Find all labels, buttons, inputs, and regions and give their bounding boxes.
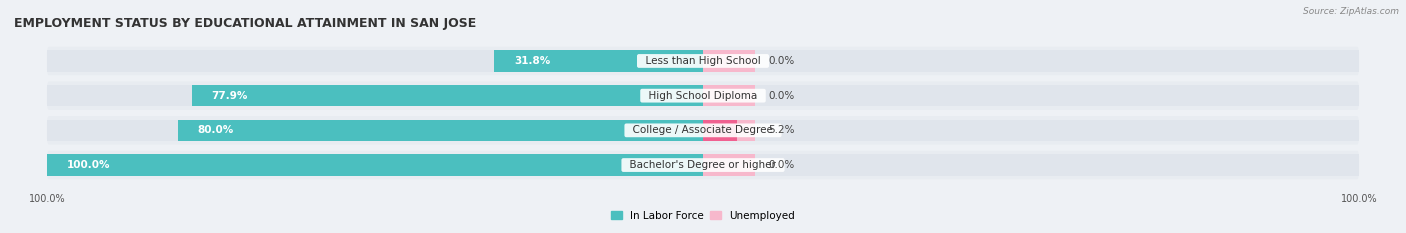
Bar xyxy=(46,85,703,106)
Bar xyxy=(703,120,755,141)
Bar xyxy=(703,154,755,176)
Text: 31.8%: 31.8% xyxy=(515,56,550,66)
FancyBboxPatch shape xyxy=(46,47,1360,75)
Legend: In Labor Force, Unemployed: In Labor Force, Unemployed xyxy=(607,206,799,225)
Text: College / Associate Degree: College / Associate Degree xyxy=(626,125,780,135)
Bar xyxy=(179,120,703,141)
Text: Bachelor's Degree or higher: Bachelor's Degree or higher xyxy=(623,160,783,170)
Text: Source: ZipAtlas.com: Source: ZipAtlas.com xyxy=(1303,7,1399,16)
Bar xyxy=(703,120,737,141)
Bar xyxy=(46,50,703,72)
Bar xyxy=(46,120,703,141)
Text: 80.0%: 80.0% xyxy=(198,125,233,135)
FancyBboxPatch shape xyxy=(46,82,1360,110)
Bar xyxy=(46,154,703,176)
Bar xyxy=(46,154,703,176)
Bar xyxy=(703,120,1360,141)
Text: 100.0%: 100.0% xyxy=(66,160,110,170)
Text: 0.0%: 0.0% xyxy=(769,91,794,101)
Text: 5.2%: 5.2% xyxy=(769,125,796,135)
Text: 77.9%: 77.9% xyxy=(211,91,247,101)
Text: High School Diploma: High School Diploma xyxy=(643,91,763,101)
Bar xyxy=(191,85,703,106)
Bar xyxy=(703,50,1360,72)
Bar xyxy=(703,154,1360,176)
Bar xyxy=(495,50,703,72)
Bar xyxy=(703,85,755,106)
Text: EMPLOYMENT STATUS BY EDUCATIONAL ATTAINMENT IN SAN JOSE: EMPLOYMENT STATUS BY EDUCATIONAL ATTAINM… xyxy=(14,17,477,30)
Bar xyxy=(703,50,755,72)
Text: Less than High School: Less than High School xyxy=(638,56,768,66)
FancyBboxPatch shape xyxy=(46,151,1360,179)
Text: 0.0%: 0.0% xyxy=(769,160,794,170)
Bar xyxy=(703,85,1360,106)
FancyBboxPatch shape xyxy=(46,116,1360,144)
Text: 0.0%: 0.0% xyxy=(769,56,794,66)
